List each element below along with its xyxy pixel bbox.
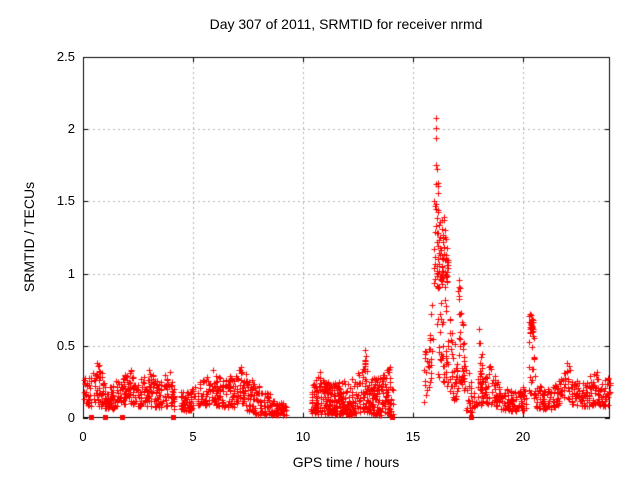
y-tick-label-1: 1 xyxy=(67,266,75,281)
chart-title: Day 307 of 2011, SRMTID for receiver nrm… xyxy=(209,16,483,32)
y-tick-label-0: 0 xyxy=(67,410,75,425)
y-tick-label-0.5: 0.5 xyxy=(56,338,75,353)
y-tick-label-2: 2 xyxy=(67,121,75,136)
x-tick-label-15: 15 xyxy=(405,429,421,444)
x-axis-label: GPS time / hours xyxy=(292,454,400,470)
x-tick-label-10: 10 xyxy=(295,429,311,444)
y-tick-label-1.5: 1.5 xyxy=(56,193,75,208)
x-tick-label-5: 5 xyxy=(189,429,197,444)
x-tick-label-20: 20 xyxy=(515,429,531,444)
x-tick-label-0: 0 xyxy=(79,429,87,444)
y-tick-label-2.5: 2.5 xyxy=(56,49,75,64)
